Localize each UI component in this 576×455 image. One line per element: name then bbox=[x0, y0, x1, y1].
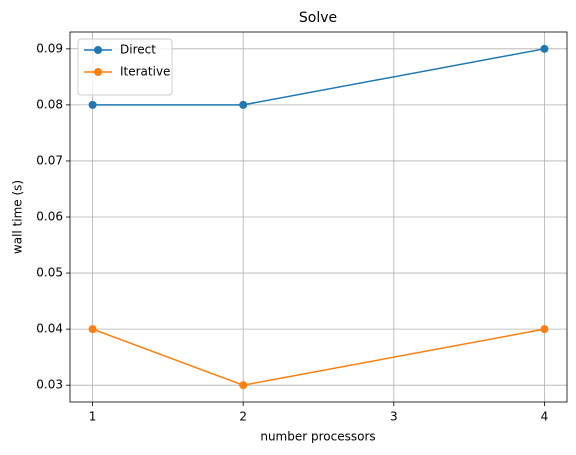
y-tick-label: 0.09 bbox=[36, 41, 63, 55]
data-point bbox=[540, 44, 549, 53]
legend-label: Iterative bbox=[120, 65, 170, 79]
x-tick-label: 1 bbox=[89, 410, 97, 424]
legend-box bbox=[77, 38, 173, 96]
y-axis-label: wall time (s) bbox=[11, 180, 25, 254]
x-tick-label: 3 bbox=[390, 410, 398, 424]
data-point bbox=[239, 381, 248, 390]
legend-marker bbox=[94, 46, 102, 54]
y-tick-label: 0.06 bbox=[36, 210, 63, 224]
legend-label: Direct bbox=[120, 43, 156, 57]
plot-frame bbox=[69, 31, 568, 403]
x-tick-label: 2 bbox=[239, 410, 247, 424]
data-point bbox=[88, 325, 97, 334]
data-point bbox=[540, 325, 549, 334]
y-tick-label: 0.03 bbox=[36, 378, 63, 392]
y-tick-label: 0.07 bbox=[36, 153, 63, 167]
data-point bbox=[88, 100, 97, 109]
y-tick-label: 0.05 bbox=[36, 266, 63, 280]
x-axis-label: number processors bbox=[260, 430, 375, 444]
chart-title: Solve bbox=[299, 10, 337, 26]
legend: Direct Iterative bbox=[77, 38, 173, 96]
series-line bbox=[92, 328, 545, 386]
y-tick-label: 0.04 bbox=[36, 322, 63, 336]
data-point bbox=[239, 100, 248, 109]
x-tick-label: 4 bbox=[541, 410, 549, 424]
legend-marker bbox=[94, 68, 102, 76]
y-tick-label: 0.08 bbox=[36, 97, 63, 111]
